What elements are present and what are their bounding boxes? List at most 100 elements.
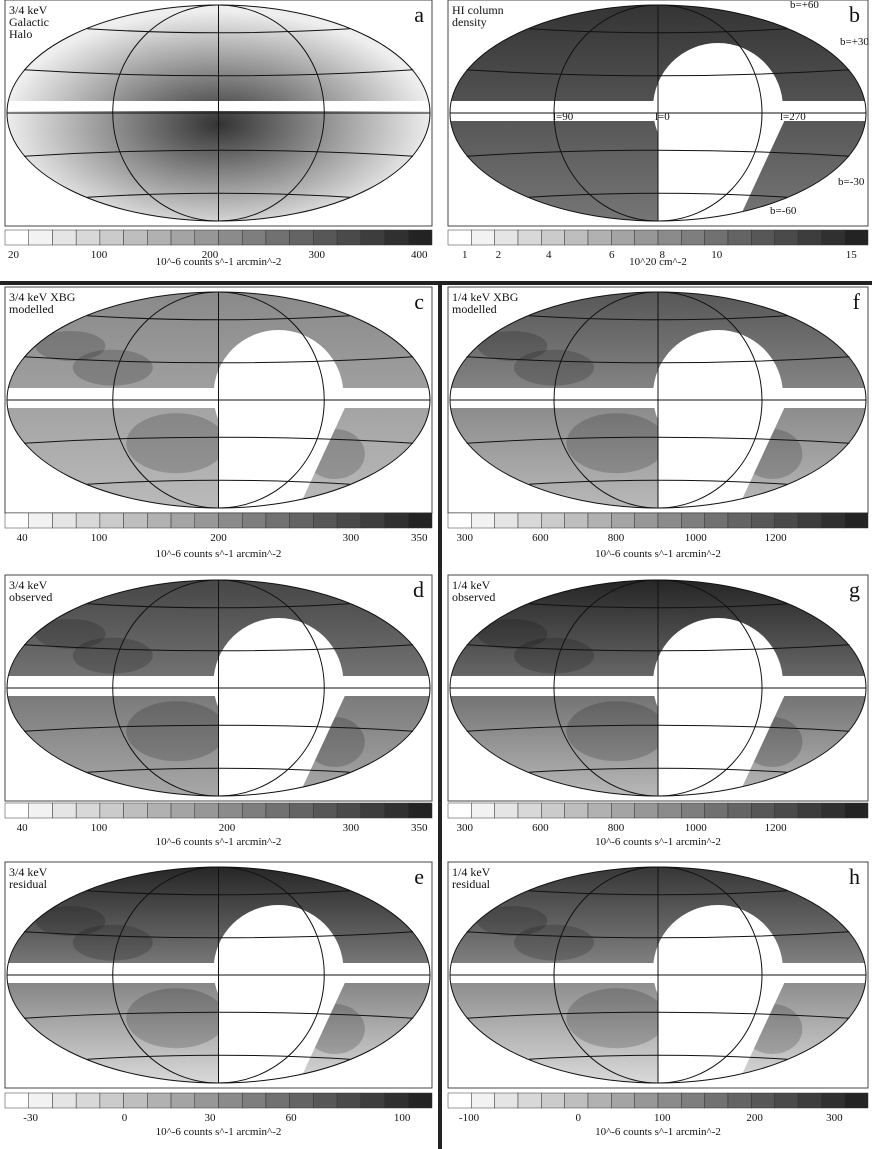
map-blob (566, 701, 666, 761)
colorbar-step (705, 803, 728, 818)
colorbar-step (29, 803, 53, 818)
colorbar-step (471, 230, 494, 245)
colorbar-step (219, 803, 243, 818)
colorbar-step (471, 803, 494, 818)
colorbar-step (290, 1093, 314, 1108)
colorbar-tick: 1000 (685, 822, 708, 834)
panel-label: modelled (9, 302, 54, 316)
colorbar-unit: 10^-6 counts s^-1 arcmin^-2 (595, 836, 721, 848)
colorbar-step (448, 513, 471, 528)
colorbar-step (681, 230, 704, 245)
colorbar-step (76, 230, 100, 245)
colorbar-step (635, 513, 658, 528)
colorbar-tick: 100 (654, 1112, 671, 1124)
colorbar-step (124, 230, 148, 245)
colorbar-step (588, 1093, 611, 1108)
colorbar-step (705, 513, 728, 528)
panel-label: residual (452, 877, 491, 891)
colorbar-tick: 1200 (765, 822, 788, 834)
colorbar-step (518, 803, 541, 818)
map-annotation: l=0 (655, 111, 670, 123)
colorbar-step (195, 513, 219, 528)
colorbar-step (385, 230, 409, 245)
panel-letter: g (849, 577, 860, 602)
colorbar-tick: 100 (91, 532, 108, 544)
colorbar-step (798, 1093, 821, 1108)
colorbar-step (5, 230, 29, 245)
colorbar-step (147, 230, 171, 245)
colorbar-tick: 350 (411, 532, 428, 544)
map-blob (35, 331, 105, 361)
colorbar-step (541, 230, 564, 245)
colorbar-step (541, 513, 564, 528)
colorbar-step (611, 803, 634, 818)
map-blob (126, 413, 226, 473)
colorbar-step (565, 803, 588, 818)
map-blob (566, 988, 666, 1048)
colorbar-step (658, 1093, 681, 1108)
colorbar-step (611, 1093, 634, 1108)
colorbar-step (565, 230, 588, 245)
colorbar-tick: 300 (826, 1112, 843, 1124)
panel-label: residual (9, 877, 48, 891)
colorbar-step (29, 230, 53, 245)
colorbar-step (266, 230, 290, 245)
colorbar-tick: 300 (343, 532, 360, 544)
colorbar-tick: 600 (532, 822, 549, 834)
colorbar-step (100, 230, 124, 245)
colorbar-step (728, 1093, 751, 1108)
map-blob (477, 331, 547, 361)
colorbar-step (821, 803, 844, 818)
colorbar-step (313, 803, 337, 818)
colorbar-step (242, 230, 266, 245)
colorbar-tick: 300 (457, 822, 474, 834)
colorbar-step (171, 803, 195, 818)
map-blob (566, 413, 666, 473)
colorbar-step (518, 230, 541, 245)
map-annotation: l=270 (780, 111, 806, 123)
colorbar-step (821, 230, 844, 245)
colorbar-step (385, 803, 409, 818)
colorbar-step (219, 230, 243, 245)
colorbar-step (408, 513, 432, 528)
colorbar-tick: 200 (746, 1112, 763, 1124)
colorbar-step (681, 513, 704, 528)
panel-label: density (452, 15, 487, 29)
colorbar-step (242, 803, 266, 818)
colorbar-step (495, 513, 518, 528)
colorbar-step (5, 513, 29, 528)
colorbar-tick: 800 (608, 532, 625, 544)
map-annotation: l=90 (553, 111, 574, 123)
colorbar-step (775, 513, 798, 528)
colorbar-step (565, 513, 588, 528)
page: 3/4 keVGalacticHaloa2010020030040010^-6 … (0, 0, 872, 1149)
colorbar-step (408, 1093, 432, 1108)
colorbar-step (821, 1093, 844, 1108)
colorbar-step (29, 513, 53, 528)
colorbar-step (448, 230, 471, 245)
colorbar-step (313, 513, 337, 528)
colorbar-step (266, 513, 290, 528)
colorbar-step (705, 1093, 728, 1108)
colorbar-step (588, 513, 611, 528)
colorbar-step (313, 230, 337, 245)
colorbar-tick: 40 (17, 822, 29, 834)
colorbar-tick: 300 (308, 249, 325, 261)
colorbar-tick: 400 (411, 249, 428, 261)
panel-letter: e (414, 864, 424, 889)
colorbar-step (541, 1093, 564, 1108)
colorbar-step (242, 513, 266, 528)
colorbar-step (845, 230, 868, 245)
colorbar-unit: 10^20 cm^-2 (629, 256, 687, 268)
colorbar-tick: 2 (496, 249, 502, 261)
colorbar-step (408, 230, 432, 245)
colorbar-tick: -100 (459, 1112, 480, 1124)
colorbar-step (385, 513, 409, 528)
colorbar-tick: 300 (343, 822, 360, 834)
colorbar-step (798, 803, 821, 818)
colorbar-tick: 15 (846, 249, 858, 261)
panel-letter: b (849, 2, 860, 27)
map-blob (477, 906, 547, 936)
colorbar-step (337, 803, 361, 818)
colorbar-step (681, 1093, 704, 1108)
